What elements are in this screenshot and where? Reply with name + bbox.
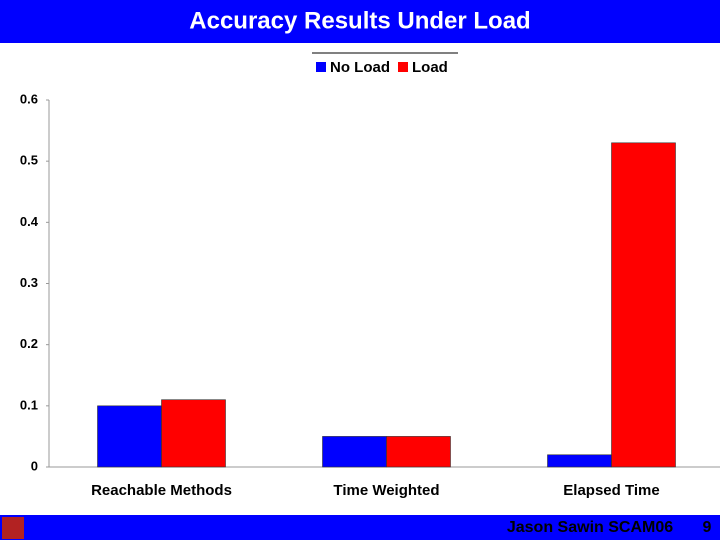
title-bar	[0, 0, 720, 43]
bar	[97, 405, 162, 468]
y-tick-label: 0.3	[20, 275, 38, 290]
x-tick-label: Reachable Methods	[91, 482, 232, 499]
x-tick-label: Elapsed Time	[563, 482, 659, 499]
y-tick-label: 0.2	[20, 336, 38, 351]
y-tick-label: 0.5	[20, 153, 38, 168]
x-tick-label: Time Weighted	[333, 482, 439, 499]
legend-swatch	[316, 62, 326, 72]
footer-author: Jason Sawin SCAM06	[507, 519, 673, 536]
bar	[386, 436, 451, 468]
bar	[547, 454, 612, 468]
y-tick-label: 0	[31, 458, 38, 473]
y-tick-label: 0.4	[20, 214, 39, 229]
bar	[322, 436, 387, 468]
legend-label: No Load	[330, 59, 390, 76]
legend-label: Load	[412, 59, 448, 76]
bar	[611, 142, 676, 468]
y-tick-label: 0.1	[20, 397, 38, 412]
footer-bar	[0, 515, 720, 540]
y-tick-label: 0.6	[20, 91, 38, 106]
logo	[2, 517, 24, 539]
bar	[161, 399, 226, 468]
page-number: 9	[703, 519, 712, 536]
legend-swatch	[398, 62, 408, 72]
chart-title: Accuracy Results Under Load	[189, 7, 530, 34]
